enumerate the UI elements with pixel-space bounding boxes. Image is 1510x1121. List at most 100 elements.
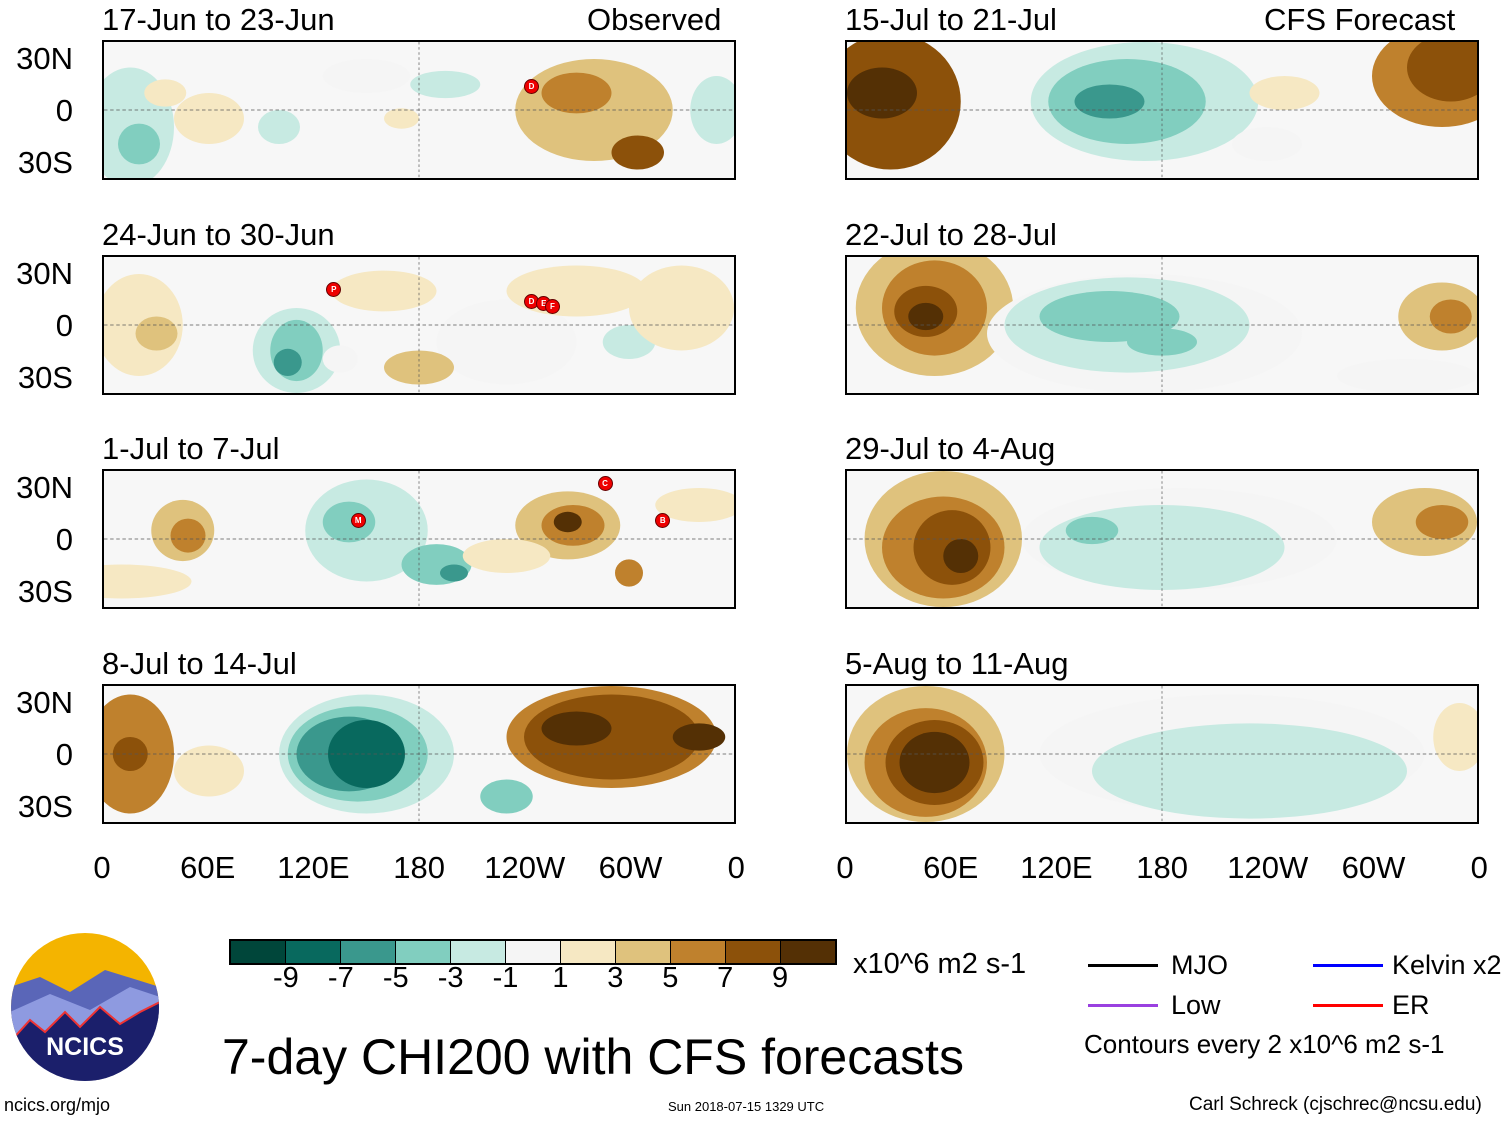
lat-tick-label: 30N xyxy=(16,470,73,505)
lat-tick-label: 30N xyxy=(16,41,73,76)
anomaly-region xyxy=(1433,703,1477,771)
lon-tick-label: 60W xyxy=(1341,850,1406,885)
anomaly-region xyxy=(1249,76,1320,110)
anomaly-region xyxy=(899,731,970,794)
anomaly-region xyxy=(629,265,734,351)
chi200-map-panel: D xyxy=(102,40,736,180)
lon-tick-label: 180 xyxy=(393,850,445,885)
colorbar-swatch xyxy=(506,941,561,963)
colorbar-swatch xyxy=(616,941,671,963)
anomaly-region xyxy=(1065,516,1119,545)
anomaly-region xyxy=(908,302,944,331)
lat-tick-label: 30N xyxy=(16,685,73,720)
lon-tick-label: 0 xyxy=(1470,850,1488,885)
colorbar-swatch xyxy=(396,941,451,963)
anomaly-region xyxy=(1407,42,1477,102)
anomaly-region xyxy=(1415,505,1469,539)
ncics-logo: NCICS xyxy=(10,932,160,1082)
anomaly-region xyxy=(135,316,178,351)
lon-tick-label: 60W xyxy=(598,850,663,885)
anomaly-region xyxy=(1337,359,1477,393)
storm-marker: F xyxy=(545,299,560,315)
panel-title: 5-Aug to 11-Aug xyxy=(845,646,1069,681)
colorbar-label: -5 xyxy=(382,962,409,994)
anomaly-region xyxy=(331,270,437,312)
storm-marker: M xyxy=(350,513,366,529)
anomaly-region xyxy=(322,345,358,373)
lat-tick-label: 0 xyxy=(55,308,73,343)
author: Carl Schreck (cjschrec@ncsu.edu) xyxy=(1189,1094,1482,1115)
observed-header: Observed xyxy=(587,2,722,37)
colorbar-swatch xyxy=(286,941,341,963)
lon-tick-label: 120E xyxy=(277,850,350,885)
panel-title: 17-Jun to 23-Jun xyxy=(102,2,335,37)
lat-tick-label: 30S xyxy=(17,789,73,824)
anomaly-region xyxy=(541,711,612,746)
storm-marker: C xyxy=(597,475,613,491)
panel-title: 22-Jul to 28-Jul xyxy=(845,217,1057,252)
panel-title: 15-Jul to 21-Jul xyxy=(845,2,1057,37)
anomaly-region xyxy=(541,72,612,114)
lon-tick-label: 60E xyxy=(180,850,236,885)
colorbar-label: 1 xyxy=(552,962,569,994)
colorbar-label: -9 xyxy=(273,962,299,994)
panel-title: 29-Jul to 4-Aug xyxy=(845,431,1056,466)
anomaly-region xyxy=(322,501,376,543)
lon-tick-label: 0 xyxy=(836,850,854,885)
lon-tick-label: 60E xyxy=(923,850,979,885)
anomaly-region xyxy=(672,723,726,751)
anomaly-region xyxy=(104,564,192,599)
colorbar-swatch xyxy=(341,941,396,963)
lat-tick-label: 30S xyxy=(17,145,73,180)
lat-tick-label: 0 xyxy=(55,737,73,772)
logo-text: NCICS xyxy=(46,1033,124,1061)
anomaly-region xyxy=(273,348,302,376)
legend-mjo: MJO xyxy=(1171,950,1228,980)
panel-title: 8-Jul to 14-Jul xyxy=(102,646,297,681)
kelvin-line-icon xyxy=(1313,964,1383,967)
colorbar-swatch xyxy=(671,941,726,963)
anomaly-region xyxy=(174,93,244,144)
anomaly-region xyxy=(462,539,551,573)
storm-marker: B xyxy=(655,513,671,529)
chi200-map-panel xyxy=(845,255,1479,395)
anomaly-region xyxy=(1092,723,1407,819)
colorbar-swatch xyxy=(726,941,781,963)
anomaly-region xyxy=(1074,84,1145,119)
colorbar-label: 3 xyxy=(607,962,624,994)
anomaly-region xyxy=(480,779,533,814)
timestamp: Sun 2018-07-15 1329 UTC xyxy=(668,1099,825,1114)
anomaly-region xyxy=(847,67,917,119)
colorbar-label: 5 xyxy=(662,962,679,994)
anomaly-region xyxy=(1039,291,1180,342)
anomaly-region xyxy=(384,350,454,385)
legend-er: ER xyxy=(1392,990,1430,1020)
low-line-icon xyxy=(1088,1004,1158,1007)
lon-tick-label: 120E xyxy=(1020,850,1093,885)
anomaly-region xyxy=(1127,328,1197,356)
forecast-header: CFS Forecast xyxy=(1264,2,1456,37)
legend-low: Low xyxy=(1171,990,1221,1020)
anomaly-region xyxy=(174,745,244,797)
storm-marker: P xyxy=(326,282,342,298)
anomaly-region xyxy=(611,135,664,170)
anomaly-region xyxy=(440,564,468,582)
anomaly-region xyxy=(144,79,187,107)
storm-marker: D xyxy=(524,79,539,95)
contour-note: Contours every 2 x10^6 m2 s-1 xyxy=(1084,1029,1445,1059)
site-url[interactable]: ncics.org/mjo xyxy=(4,1095,111,1115)
lat-tick-label: 0 xyxy=(55,522,73,557)
colorbar-label: -1 xyxy=(492,962,519,994)
anomaly-region xyxy=(410,70,481,99)
chi200-map-panel xyxy=(845,40,1479,180)
colorbar-label: 7 xyxy=(717,962,734,994)
lon-tick-label: 180 xyxy=(1136,850,1188,885)
chi200-map-panel xyxy=(845,469,1479,609)
anomaly-region xyxy=(1232,127,1302,161)
colorbar-swatch xyxy=(781,941,835,963)
mjo-line-icon xyxy=(1088,964,1158,967)
lon-tick-label: 120W xyxy=(484,850,566,885)
colorbar-swatch xyxy=(451,941,506,963)
colorbar xyxy=(229,939,837,965)
anomaly-region xyxy=(328,720,405,788)
